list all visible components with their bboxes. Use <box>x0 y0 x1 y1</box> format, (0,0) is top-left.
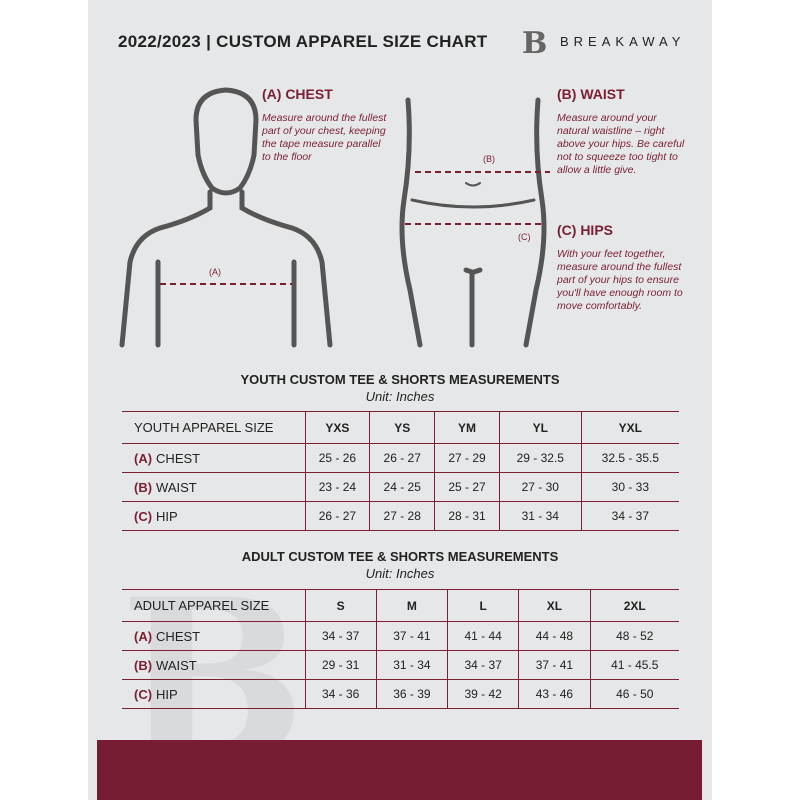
adult-table-unit: Unit: Inches <box>365 566 435 581</box>
table-row: (C) HIP 26 - 27 27 - 28 28 - 31 31 - 34 34 - … <box>122 501 679 531</box>
row-name: WAIST <box>156 657 197 673</box>
table-header-row: YOUTH APPAREL SIZE YXS YS YM YL YXL <box>122 411 679 444</box>
cell: 31 - 34 <box>375 650 448 680</box>
cell: 34 - 37 <box>580 501 679 531</box>
youth-size-table: YOUTH APPAREL SIZE YXS YS YM YL YXL (A) C… <box>122 411 679 531</box>
cell: 44 - 48 <box>518 621 590 651</box>
table-header-row: ADULT APPAREL SIZE S M L XL 2XL <box>122 589 679 622</box>
cell: 48 - 52 <box>589 621 679 651</box>
row-name: WAIST <box>156 479 197 495</box>
footer-bar <box>97 740 702 800</box>
hip-marker: (C) <box>518 232 531 242</box>
hips-instructions: With your feet together, measure around … <box>557 248 683 312</box>
row-code: (A) <box>134 628 153 644</box>
cell: 27 - 28 <box>369 501 435 531</box>
size-header: L <box>446 589 519 622</box>
row-name: CHEST <box>156 450 201 466</box>
cell: 27 - 29 <box>434 443 500 473</box>
size-header: YXL <box>580 411 679 444</box>
row-name: CHEST <box>156 628 201 644</box>
cell: 37 - 41 <box>518 650 590 680</box>
lower-body-silhouette <box>399 97 547 348</box>
row-code: (C) <box>134 686 153 702</box>
row-label: (C) HIP <box>122 679 305 709</box>
cell: 29 - 31 <box>304 650 377 680</box>
cell: 26 - 27 <box>304 501 370 531</box>
size-label: ADULT APPAREL SIZE <box>122 589 305 622</box>
cell: 27 - 30 <box>498 472 582 502</box>
row-label: (B) WAIST <box>122 650 305 680</box>
waist-instructions: Measure around your natural waistline – … <box>557 112 685 176</box>
chest-instructions: Measure around the fullest part of your … <box>262 112 387 163</box>
youth-table-unit: Unit: Inches <box>365 389 435 404</box>
row-label: (A) CHEST <box>122 621 305 651</box>
upper-body-silhouette <box>119 87 333 348</box>
cell: 28 - 31 <box>434 501 500 531</box>
row-code: (B) <box>134 479 153 495</box>
cell: 41 - 45.5 <box>589 650 679 680</box>
size-header: 2XL <box>589 589 679 622</box>
cell: 34 - 37 <box>446 650 519 680</box>
cell: 36 - 39 <box>375 679 448 709</box>
cell: 24 - 25 <box>369 472 435 502</box>
adult-table-title: ADULT CUSTOM TEE & SHORTS MEASUREMENTS <box>241 549 559 564</box>
cell: 30 - 33 <box>580 472 679 502</box>
row-label: (A) CHEST <box>122 443 305 473</box>
table-row: (B) WAIST 29 - 31 31 - 34 34 - 37 37 - 41 41 … <box>122 650 679 680</box>
cell: 29 - 32.5 <box>498 443 582 473</box>
brand-name: BREAKAWAY <box>560 34 686 49</box>
size-header: YS <box>369 411 435 444</box>
row-name: HIP <box>156 686 178 702</box>
cell: 46 - 50 <box>589 679 679 709</box>
cell: 39 - 42 <box>446 679 519 709</box>
adult-size-table: ADULT APPAREL SIZE S M L XL 2XL (A) CHEST… <box>122 589 679 709</box>
table-row: (C) HIP 34 - 36 36 - 39 39 - 42 43 - 46 46 - … <box>122 679 679 709</box>
cell: 26 - 27 <box>369 443 435 473</box>
table-row: (A) CHEST 25 - 26 26 - 27 27 - 29 29 - 32.5 3… <box>122 443 679 473</box>
row-label: (B) WAIST <box>122 472 305 502</box>
hips-heading: (C) HIPS <box>557 222 613 238</box>
size-label: YOUTH APPAREL SIZE <box>122 411 305 444</box>
size-header: YL <box>498 411 582 444</box>
cell: 34 - 37 <box>304 621 377 651</box>
waist-marker: (B) <box>483 154 495 164</box>
size-header: M <box>375 589 448 622</box>
cell: 34 - 36 <box>304 679 377 709</box>
row-label: (C) HIP <box>122 501 305 531</box>
waist-heading: (B) WAIST <box>557 86 625 102</box>
size-header: S <box>304 589 377 622</box>
cell: 25 - 26 <box>304 443 370 473</box>
size-header: YM <box>434 411 500 444</box>
body-diagrams <box>119 87 550 348</box>
cell: 31 - 34 <box>498 501 582 531</box>
cell: 32.5 - 35.5 <box>580 443 679 473</box>
page-title: 2022/2023 | CUSTOM APPAREL SIZE CHART <box>118 32 488 51</box>
cell: 43 - 46 <box>518 679 590 709</box>
row-name: HIP <box>156 508 178 524</box>
chest-marker: (A) <box>209 267 221 277</box>
row-code: (C) <box>134 508 153 524</box>
cell: 25 - 27 <box>434 472 500 502</box>
brand-logo-icon: B <box>522 26 548 61</box>
youth-table-title: YOUTH CUSTOM TEE & SHORTS MEASUREMENTS <box>240 372 560 387</box>
cell: 37 - 41 <box>375 621 448 651</box>
size-header: YXS <box>304 411 370 444</box>
chest-heading: (A) CHEST <box>262 86 333 102</box>
cell: 41 - 44 <box>446 621 519 651</box>
table-row: (B) WAIST 23 - 24 24 - 25 25 - 27 27 - 30 30 … <box>122 472 679 502</box>
table-row: (A) CHEST 34 - 37 37 - 41 41 - 44 44 - 48 48 … <box>122 621 679 651</box>
size-header: XL <box>518 589 590 622</box>
row-code: (B) <box>134 657 153 673</box>
row-code: (A) <box>134 450 153 466</box>
cell: 23 - 24 <box>304 472 370 502</box>
